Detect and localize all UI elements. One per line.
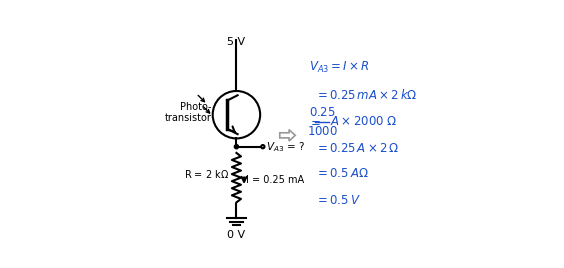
Text: 5 V: 5 V	[227, 37, 245, 47]
Text: $V_{A3}$ = ?: $V_{A3}$ = ?	[266, 140, 305, 154]
Text: $= 0.5\,V$: $= 0.5\,V$	[315, 194, 360, 207]
Text: $= 0.25\,mA\times 2\,k\Omega$: $= 0.25\,mA\times 2\,k\Omega$	[315, 88, 417, 102]
Text: $1000$: $1000$	[307, 125, 338, 138]
Text: $= 0.25\,A\times 2\,\Omega$: $= 0.25\,A\times 2\,\Omega$	[315, 142, 399, 155]
Text: $V_{A3} = I \times R$: $V_{A3} = I \times R$	[309, 60, 369, 75]
Text: I = 0.25 mA: I = 0.25 mA	[246, 175, 304, 185]
Text: Photo-
transistor: Photo- transistor	[165, 102, 212, 124]
Text: $=$: $=$	[309, 116, 321, 128]
Text: $A\times 2000\ \Omega$: $A\times 2000\ \Omega$	[331, 116, 398, 128]
Circle shape	[235, 145, 239, 149]
Text: $= 0.5\,A\Omega$: $= 0.5\,A\Omega$	[315, 167, 368, 180]
Text: $0.25$: $0.25$	[309, 106, 335, 119]
Text: R = 2 k$\Omega$: R = 2 k$\Omega$	[184, 168, 229, 180]
FancyArrow shape	[280, 130, 295, 141]
Text: 0 V: 0 V	[227, 230, 245, 240]
